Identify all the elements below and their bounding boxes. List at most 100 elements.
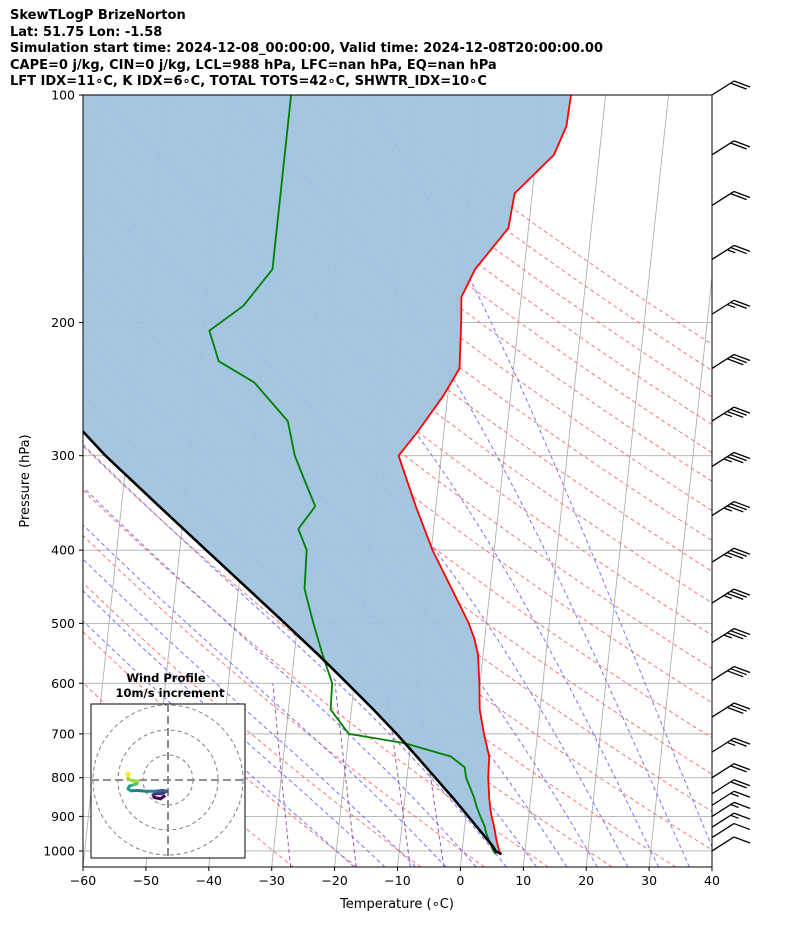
wind-barb-flag [733, 737, 751, 745]
wind-barb-flag [733, 140, 751, 148]
wind-barb-flag [723, 412, 733, 418]
title-indices-line: LFT IDX=11∘C, K IDX=6∘C, TOTAL TOTS=42∘C… [10, 74, 487, 89]
wind-barb [711, 299, 751, 315]
moist-adiabat [363, 95, 712, 849]
mixing-ratio-line [416, 683, 445, 867]
moist-adiabat [83, 620, 355, 867]
wind-barb-flag [723, 634, 733, 639]
wind-barb-flag [730, 301, 747, 310]
mixing-ratio-line [334, 683, 357, 867]
wind-barb-flag [723, 507, 733, 512]
chart-title-block: SkewTLogP BrizeNorton Lat: 51.75 Lon: -1… [10, 8, 603, 91]
wind-barb-flag [727, 456, 744, 464]
wind-barb-flag [730, 590, 747, 598]
isotherm-line [585, 95, 669, 867]
wind-barb [711, 547, 751, 563]
isotherm-line [648, 272, 712, 867]
wind-barb [711, 801, 751, 817]
wind-barb [711, 790, 751, 806]
moist-adiabat [83, 558, 416, 867]
wind-barb-staff [711, 779, 735, 795]
wind-barb-flag [733, 451, 751, 460]
dry-adiabat [83, 245, 712, 739]
wind-barb-flag [733, 244, 751, 253]
wind-barb-flag [727, 358, 744, 366]
wind-barb-staff [711, 702, 735, 718]
x-tick-label: 40 [704, 873, 720, 888]
wind-barb-staff [711, 501, 735, 517]
dry-adiabat [136, 95, 712, 542]
title-times: Simulation start time: 2024-12-08_00:00:… [10, 41, 603, 56]
wind-barb [711, 737, 751, 753]
hodograph-subtitle: 10m/s increment [116, 686, 225, 700]
wind-barb-flag [733, 406, 751, 414]
wind-barb-flag [723, 554, 733, 559]
y-tick-label: 500 [51, 616, 75, 631]
moist-adiabat [227, 95, 690, 867]
isotherm-line [711, 862, 712, 867]
axes: −60 −50 −40 −30 −20 −10 0 10 20 30 40 100 200 300 400 5… [43, 88, 720, 889]
wind-barb [711, 190, 751, 207]
dry-adiabat [201, 95, 712, 482]
moist-adiabat [83, 486, 477, 867]
wind-barb-flag [730, 408, 747, 416]
wind-barb-flag [730, 142, 747, 150]
wind-barb-flag [730, 803, 739, 809]
wind-barb [711, 451, 751, 468]
wind-barb [711, 627, 751, 644]
moist-adiabat [98, 95, 659, 867]
wind-barb-flag [727, 505, 744, 513]
dry-adiabat [104, 95, 712, 572]
isotherm-line [775, 95, 794, 867]
wind-barb-flag [730, 356, 747, 364]
wind-barb-staff [711, 80, 735, 96]
moist-adiabat [83, 590, 386, 867]
wind-barb-flag [730, 246, 747, 255]
wind-barb [711, 779, 751, 795]
x-tick-label: −10 [384, 873, 410, 888]
wind-barb-flag [730, 739, 747, 747]
x-tick-label: −40 [196, 873, 222, 888]
wind-barb-flag [727, 670, 744, 678]
wind-barb-staff [711, 790, 735, 806]
wind-barb-flag [733, 812, 751, 820]
wind-barb-flag [733, 836, 751, 844]
wind-barb [711, 500, 751, 517]
moist-adiabat [83, 443, 507, 867]
wind-barb-flag [733, 822, 751, 831]
wind-barb [711, 588, 751, 604]
wind-barb-flag [733, 500, 751, 509]
wind-barb-flag [730, 781, 747, 789]
wind-barb-staff [711, 823, 735, 839]
wind-barb [711, 244, 751, 260]
x-tick-label: 10 [515, 873, 531, 888]
y-tick-label: 700 [51, 726, 75, 741]
x-tick-label: −20 [321, 873, 347, 888]
wind-barb [711, 406, 751, 422]
wind-barb-flag [730, 630, 747, 638]
wind-barb-flag [730, 668, 747, 676]
wind-barb-flag [730, 503, 747, 511]
wind-barb-staff [711, 588, 735, 604]
cape-cin-shading [83, 95, 571, 851]
title-cape-line: CAPE=0 j/kg, CIN=0 j/kg, LCL=988 hPa, LF… [10, 57, 497, 73]
parcel-profile [83, 429, 503, 856]
title-station: SkewTLogP BrizeNorton [10, 8, 186, 23]
wind-barb-flag [727, 249, 736, 254]
wind-barbs [711, 80, 751, 852]
wind-barb-staff [711, 547, 735, 563]
title-location: Lat: 51.75 Lon: -1.58 [10, 24, 163, 40]
wind-barb-flag [727, 303, 736, 309]
wind-barb-flag [730, 792, 739, 798]
wind-barb-staff [711, 812, 735, 828]
hodograph-inset: Wind Profile 10m/s increment [90, 671, 246, 859]
x-tick-label: −50 [133, 873, 159, 888]
wind-barb [711, 140, 751, 156]
wind-barb-flag [730, 765, 747, 773]
wind-barb-staff [711, 763, 735, 779]
x-tick-label: 20 [578, 873, 594, 888]
wind-barb-flag [733, 779, 751, 787]
wind-barb-staff [711, 737, 735, 753]
wind-barb-flag [733, 190, 751, 199]
